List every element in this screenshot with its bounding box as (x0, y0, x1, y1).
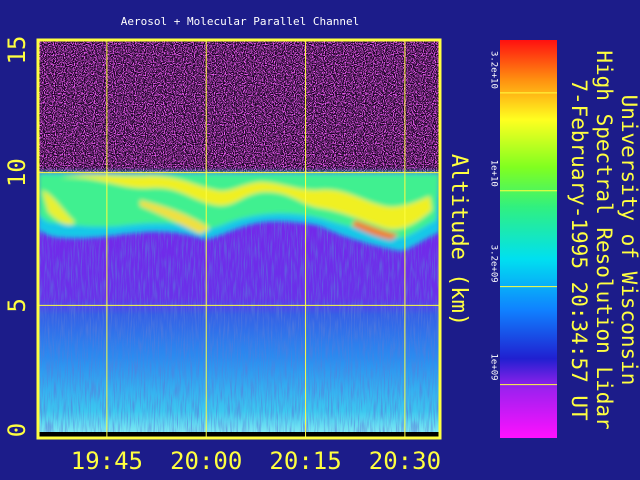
y-axis-label: Altitude (km) (446, 154, 471, 326)
colorbar-tick-label: 1e+09 (489, 353, 499, 380)
y-tick-label: 5 (3, 298, 31, 312)
lidar-image (38, 40, 440, 438)
colorbar-ticks: 1e+09 3.2e+09 1e+10 3.2e+10 (489, 51, 557, 386)
x-tick-label: 20:15 (269, 447, 341, 475)
x-tick-label: 19:45 (71, 447, 143, 475)
colorbar-tick-label: 1e+10 (489, 160, 499, 187)
x-tick-label: 20:30 (369, 447, 441, 475)
x-tick-label: 20:00 (170, 447, 242, 475)
colorbar (500, 40, 557, 438)
y-tick-label: 15 (3, 36, 31, 65)
chart-title: Aerosol + Molecular Parallel Channel (121, 15, 359, 28)
annotation: High Spectral Resolution Lidar (592, 50, 616, 429)
y-tick-label: 0 (3, 423, 31, 437)
colorbar-tick-label: 3.2e+09 (489, 245, 499, 283)
plot-frame (36, 38, 442, 440)
colorbar-tick-label: 3.2e+10 (489, 51, 499, 89)
annotation: 7-February-1995 20:34:57 UT (567, 79, 591, 421)
annotation: University of Wisconsin (617, 95, 640, 386)
y-tick-label: 10 (3, 158, 31, 187)
